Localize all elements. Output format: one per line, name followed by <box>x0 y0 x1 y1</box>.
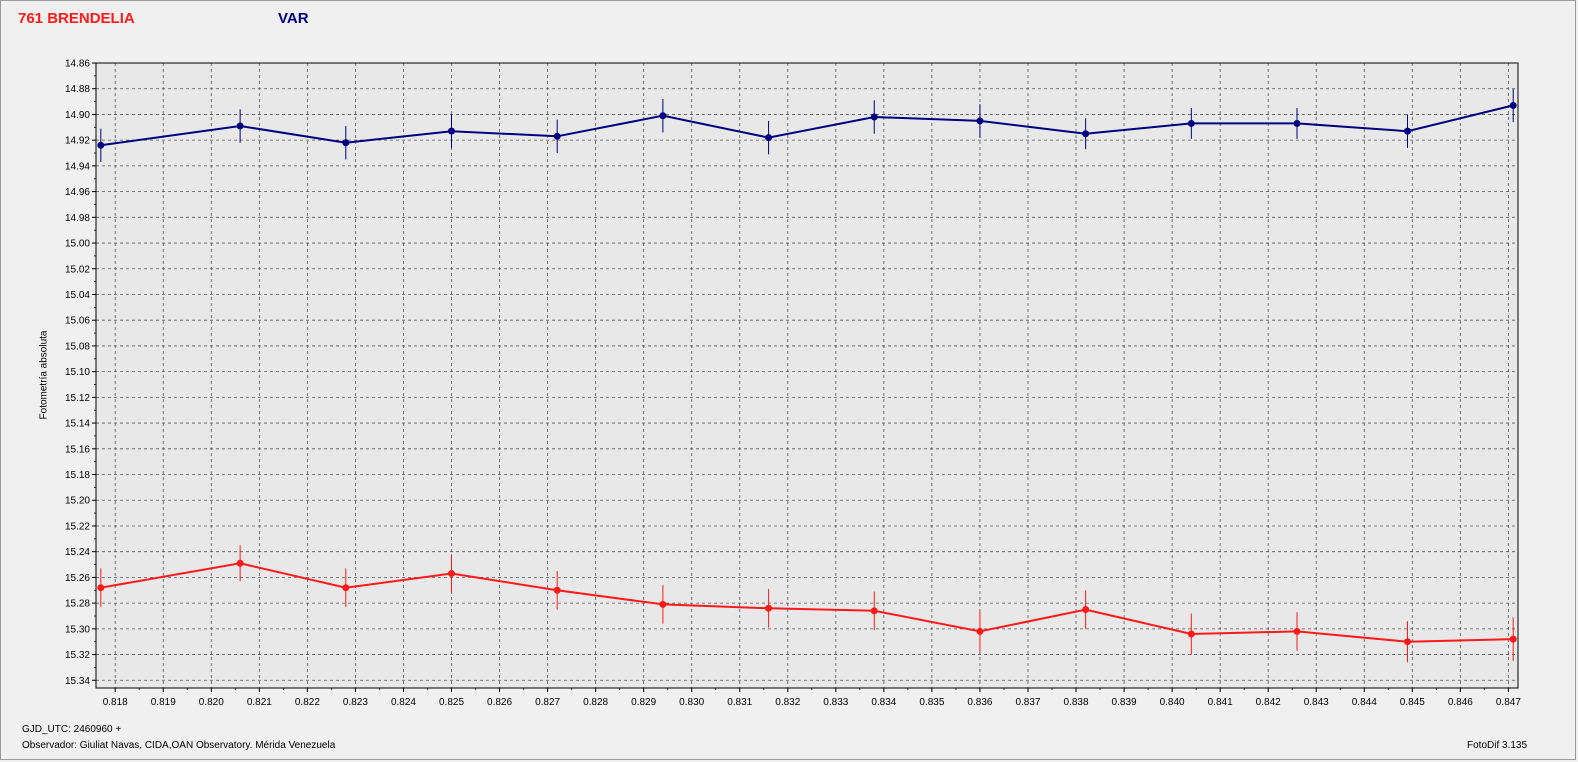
var-data-point <box>870 113 878 121</box>
y-tick-label: 14.92 <box>65 136 90 147</box>
observer-label: Observador: Giuliat Navas, CIDA,OAN Obse… <box>22 740 336 751</box>
y-tick-label: 14.86 <box>65 59 90 70</box>
var-series-line <box>100 104 1514 147</box>
x-tick-label: 0.830 <box>679 697 704 708</box>
x-tick-label: 0.843 <box>1304 697 1329 708</box>
x-tick-label: 0.827 <box>535 697 560 708</box>
x-tick-label: 0.818 <box>103 697 128 708</box>
y-tick-label: 15.34 <box>65 676 90 687</box>
x-tick-label: 0.844 <box>1352 697 1377 708</box>
y-tick-label: 15.26 <box>65 573 90 584</box>
x-tick-label: 0.841 <box>1208 697 1233 708</box>
x-tick-label: 0.829 <box>631 697 656 708</box>
x-tick-label: 0.836 <box>967 697 992 708</box>
y-tick-label: 15.16 <box>65 444 90 455</box>
var-data-point <box>1509 101 1517 109</box>
y-tick-label: 15.14 <box>65 419 90 430</box>
var-data-point <box>765 134 773 142</box>
var-data-point <box>448 127 455 135</box>
x-tick-label: 0.833 <box>823 697 848 708</box>
x-tick-label: 0.831 <box>727 697 752 708</box>
ref-data-point <box>1509 635 1517 643</box>
software-label: FotoDif 3.135 <box>1467 740 1528 751</box>
ref-data-point <box>976 627 984 635</box>
x-tick-label: 0.845 <box>1400 697 1425 708</box>
x-tick-label: 0.846 <box>1448 697 1473 708</box>
ref-data-point <box>97 584 105 592</box>
ref-data-point <box>1404 638 1412 646</box>
plot-area <box>96 63 1518 688</box>
y-tick-label: 15.08 <box>65 341 90 352</box>
y-tick-label: 14.94 <box>65 161 90 172</box>
y-tick-label: 14.88 <box>65 84 90 95</box>
x-tick-label: 0.826 <box>487 697 512 708</box>
ref-data-point <box>870 607 878 615</box>
x-tick-label: 0.837 <box>1015 697 1040 708</box>
var-data-point <box>342 139 350 147</box>
x-tick-label: 0.840 <box>1160 697 1185 708</box>
x-tick-label: 0.847 <box>1496 697 1521 708</box>
ref-data-point <box>342 584 350 592</box>
var-data-point <box>236 122 244 130</box>
y-tick-label: 15.20 <box>65 496 90 507</box>
ref-data-point <box>448 570 455 578</box>
y-tick-label: 15.28 <box>65 599 90 610</box>
x-tick-label: 0.820 <box>199 697 224 708</box>
y-tick-label: 15.02 <box>65 264 90 275</box>
y-tick-label: 14.90 <box>65 110 90 121</box>
y-tick-label: 15.04 <box>65 290 90 301</box>
series-title: VAR <box>278 10 309 27</box>
ref-data-point <box>1082 606 1090 614</box>
ref-data-point <box>659 600 667 608</box>
x-tick-label: 0.835 <box>919 697 944 708</box>
ref-data-point <box>236 559 244 567</box>
y-tick-label: 14.98 <box>65 213 90 224</box>
x-tick-label: 0.819 <box>151 697 176 708</box>
y-tick-label: 15.22 <box>65 521 90 532</box>
ref-data-point <box>1187 630 1195 638</box>
x-tick-label: 0.838 <box>1064 697 1089 708</box>
var-data-point <box>553 132 561 140</box>
ref-data-point <box>553 586 561 594</box>
var-data-point <box>1293 119 1301 127</box>
var-data-point <box>1404 127 1412 135</box>
ref-data-point <box>1293 627 1301 635</box>
y-tick-label: 15.32 <box>65 650 90 661</box>
x-tick-label: 0.828 <box>583 697 608 708</box>
plot-border <box>95 62 1519 689</box>
y-tick-label: 15.24 <box>65 547 90 558</box>
x-tick-label: 0.824 <box>391 697 416 708</box>
ref-series-line <box>100 562 1514 643</box>
x-tick-label: 0.834 <box>871 697 896 708</box>
gjd-label: GJD_UTC: 2460960 + <box>22 724 122 735</box>
y-tick-label: 15.06 <box>65 316 90 327</box>
ref-data-point <box>765 604 773 612</box>
y-tick-label: 15.10 <box>65 367 90 378</box>
var-data-point <box>1082 130 1090 138</box>
y-tick-label: 15.18 <box>65 470 90 481</box>
x-tick-label: 0.832 <box>775 697 800 708</box>
y-tick-label: 15.30 <box>65 624 90 635</box>
x-tick-label: 0.822 <box>295 697 320 708</box>
object-title: 761 BRENDELIA <box>18 10 135 27</box>
x-tick-label: 0.821 <box>247 697 272 708</box>
x-tick-label: 0.823 <box>343 697 368 708</box>
x-tick-label: 0.825 <box>439 697 464 708</box>
var-data-point <box>97 141 105 149</box>
y-tick-label: 15.00 <box>65 239 90 250</box>
var-data-point <box>659 112 667 120</box>
var-data-point <box>976 117 984 125</box>
x-tick-label: 0.842 <box>1256 697 1281 708</box>
y-tick-label: 14.96 <box>65 187 90 198</box>
x-tick-label: 0.839 <box>1112 697 1137 708</box>
var-data-point <box>1187 119 1195 127</box>
y-tick-label: 15.12 <box>65 393 90 404</box>
